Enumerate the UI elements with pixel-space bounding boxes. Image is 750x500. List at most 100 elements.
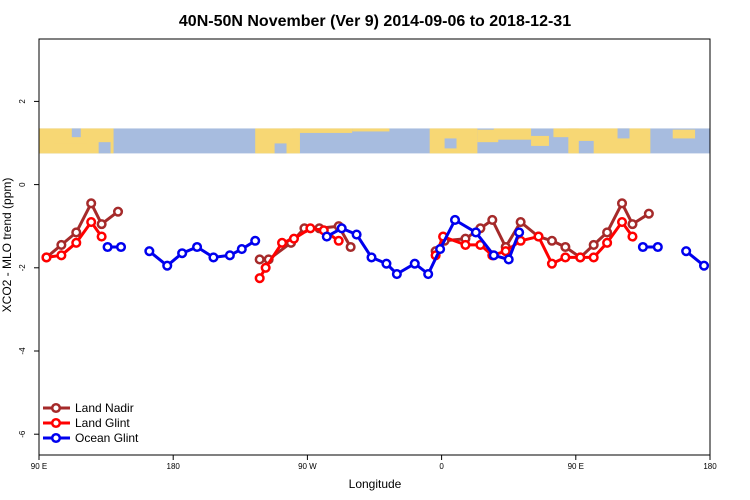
plot-border [38,38,711,456]
legend-swatch-marker [50,432,62,444]
y-axis-label: XCO2 - MLO trend (ppm) [0,178,14,313]
data-point-ocean-glint [351,229,362,240]
data-point-ocean-glint [681,246,692,257]
x-tick-label: 90 E [568,462,584,471]
data-point-ocean-glint [391,268,402,280]
data-point-ocean-glint [488,250,499,261]
data-point-land-glint [533,231,544,242]
data-point-ocean-glint [698,260,710,271]
data-point-ocean-glint [637,241,648,253]
data-point-ocean-glint [423,268,434,280]
series-ocean-glint [102,214,710,280]
y-tick-label: 0 [18,182,27,187]
data-point-land-nadir [487,214,498,226]
data-point-land-glint [546,258,557,269]
chart-title: 40N-50N November (Ver 9) 2014-09-06 to 2… [179,13,571,30]
data-point-ocean-glint [250,235,261,246]
legend-item-land-glint: Land Glint [43,416,130,430]
y-tick-label: -6 [18,430,27,438]
x-tick-label: 0 [439,462,444,471]
data-point-ocean-glint [192,241,203,253]
legend-item-land-nadir: Land Nadir [43,401,134,415]
data-point-ocean-glint [381,258,392,269]
map-land [292,128,353,133]
map-ocean [71,128,81,138]
data-point-ocean-glint [162,260,173,271]
data-point-land-glint [560,252,571,263]
data-point-ocean-glint [409,258,420,269]
data-point-ocean-glint [470,227,481,238]
series-group [41,198,710,284]
legend-label: Land Glint [75,416,130,430]
data-point-ocean-glint [177,248,188,259]
data-point-ocean-glint [236,244,247,255]
map-land [352,128,390,132]
map-band [39,128,710,154]
map-land [477,129,499,143]
x-tick-label: 180 [703,462,717,471]
data-point-land-nadir [560,241,571,253]
map-land [53,143,87,152]
map-ocean [274,143,287,154]
legend-label: Ocean Glint [75,431,139,445]
map-land [553,128,579,138]
y-axis: -6 -4 -2 0 2 [18,99,39,438]
data-point-land-nadir [588,239,599,250]
data-point-land-glint [627,231,638,242]
data-point-land-nadir [254,254,265,265]
data-point-ocean-glint [366,252,377,263]
data-point-land-nadir [112,206,124,217]
data-point-ocean-glint [336,223,347,234]
y-tick-label: -4 [18,347,27,355]
data-point-ocean-glint [102,241,113,253]
data-point-land-glint [333,235,344,246]
data-point-land-glint [500,246,511,257]
data-point-ocean-glint [144,246,155,257]
legend-label: Land Nadir [75,401,134,415]
data-point-land-glint [56,250,67,261]
map-ocean [617,128,630,139]
map-land [672,129,696,139]
x-axis: 90 E 180 90 W 0 90 E 180 [31,455,717,471]
data-point-land-glint [260,262,271,273]
x-axis-label: Longitude [349,477,402,491]
data-point-land-nadir [56,239,67,250]
data-point-ocean-glint [449,214,461,226]
data-point-land-glint [588,252,599,263]
data-point-land-glint [71,237,82,248]
data-point-land-nadir [345,241,356,253]
x-tick-label: 90 W [298,462,317,471]
data-point-land-glint [305,223,316,234]
data-point-ocean-glint [503,254,514,265]
map-land [493,128,532,140]
data-point-land-glint [86,216,97,228]
data-point-ocean-glint [115,241,127,253]
y-tick-label: 2 [18,99,27,104]
data-point-ocean-glint [435,244,446,255]
data-point-ocean-glint [514,227,525,238]
data-point-ocean-glint [652,241,663,253]
map-land [531,135,549,146]
data-point-land-nadir [96,219,107,230]
data-point-land-glint [254,273,265,284]
data-point-land-nadir [602,227,613,238]
data-point-land-nadir [71,227,82,238]
data-point-land-nadir [86,198,97,209]
map-ocean [98,142,111,154]
data-point-land-nadir [515,216,526,228]
data-point-land-glint [96,231,107,242]
data-point-land-glint [602,237,613,248]
legend-swatch-marker [50,402,62,414]
data-point-land-glint [41,252,52,263]
data-point-land-glint [460,239,471,250]
map-ocean [444,138,457,149]
data-point-land-nadir [616,198,628,209]
data-point-ocean-glint [321,231,332,242]
legend-swatch-marker [50,417,62,429]
x-tick-label: 90 E [31,462,47,471]
data-point-land-nadir [546,235,557,246]
data-point-land-glint [575,252,586,263]
data-point-ocean-glint [208,252,219,263]
